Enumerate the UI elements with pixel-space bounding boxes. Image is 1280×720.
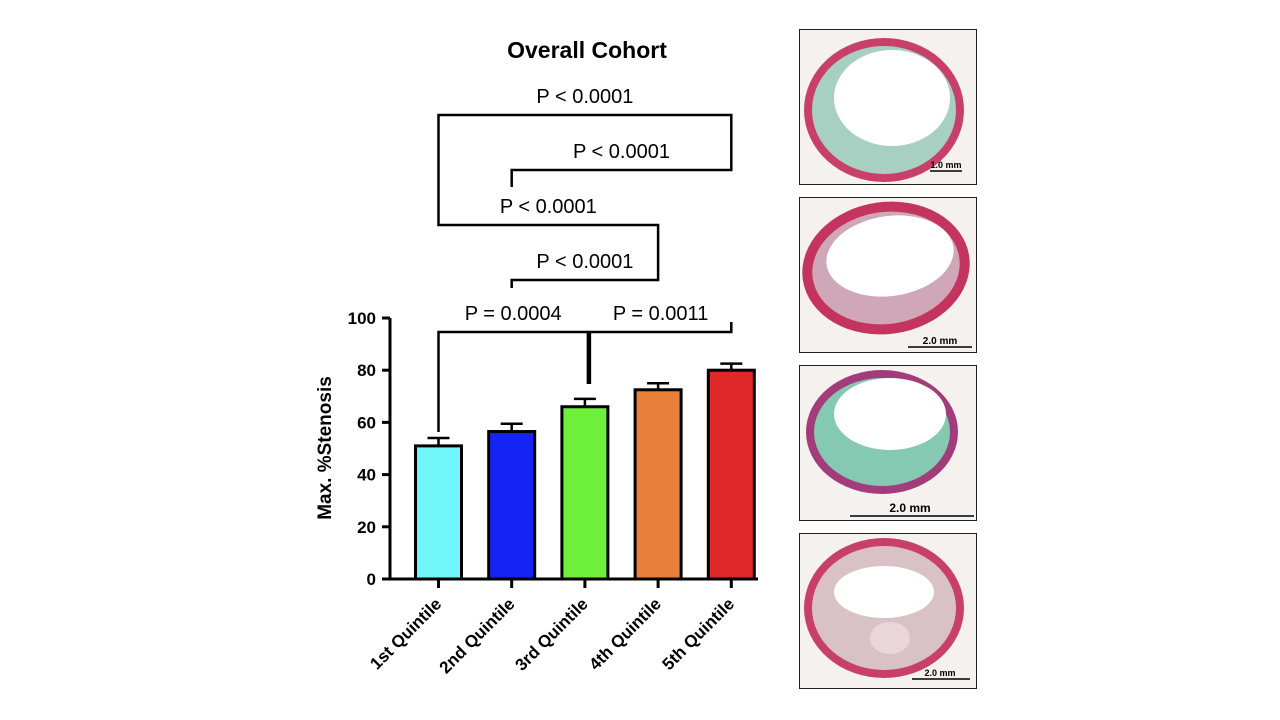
micrograph-panel-3: 2.0 mm xyxy=(799,365,977,521)
y-tick-label: 40 xyxy=(357,466,376,485)
comparison-bracket xyxy=(510,265,660,288)
artery-cross-section-4: 2.0 mm xyxy=(800,534,976,688)
scale-bar-label: 2.0 mm xyxy=(889,501,930,515)
comparison-bracket xyxy=(437,212,660,265)
comparison-bracket xyxy=(437,113,733,212)
p-value-label: P = 0.0004 xyxy=(465,303,562,325)
artery-cross-section-2: 2.0 mm xyxy=(800,198,976,352)
scale-bar-label: 2.0 mm xyxy=(924,668,955,678)
axes: 0 20 40 60 80 100 xyxy=(348,309,758,589)
artery-cross-section-1: 1.0 mm xyxy=(800,30,976,184)
p-value-label: P < 0.0001 xyxy=(536,251,633,273)
p-value-label: P < 0.0001 xyxy=(573,141,670,163)
comparison-bracket xyxy=(588,322,733,384)
y-tick-label: 60 xyxy=(357,413,376,432)
y-tick-label: 20 xyxy=(357,518,376,537)
comparison-bracket xyxy=(437,330,590,432)
scale-bar-label: 2.0 mm xyxy=(923,336,958,347)
chart-title: Overall Cohort xyxy=(507,37,667,63)
x-tick-label: 3rd Quintile xyxy=(511,594,591,674)
significance-brackets: P < 0.0001 P < 0.0001 P < 0.0001 P < 0.0001… xyxy=(437,86,733,432)
scale-bar-label: 1.0 mm xyxy=(930,160,961,170)
bar-1 xyxy=(414,444,463,581)
x-tick-label: 2nd Quintile xyxy=(436,594,519,677)
x-tick-label: 1st Quintile xyxy=(366,594,445,673)
micrograph-panel-2: 2.0 mm xyxy=(799,197,977,353)
y-axis-label: Max. %Stenosis xyxy=(315,376,336,520)
p-value-label: P < 0.0001 xyxy=(536,86,633,108)
bars xyxy=(414,362,756,581)
p-value-label: P = 0.0011 xyxy=(613,303,708,325)
micrograph-panel-4: 2.0 mm xyxy=(799,533,977,689)
bar-4 xyxy=(633,388,683,581)
y-tick-label: 100 xyxy=(348,309,376,328)
bar-3 xyxy=(560,405,610,581)
micrograph-panel-1: 1.0 mm xyxy=(799,29,977,185)
bar-5 xyxy=(706,368,756,581)
comparison-bracket xyxy=(510,155,733,187)
x-tick-label: 4th Quintile xyxy=(585,594,665,674)
artery-cross-section-3: 2.0 mm xyxy=(800,366,976,520)
x-tick-label: 5th Quintile xyxy=(659,594,739,674)
y-tick-label: 80 xyxy=(357,361,376,380)
bar-2 xyxy=(487,430,537,581)
p-value-label: P < 0.0001 xyxy=(500,196,597,218)
y-tick-label: 0 xyxy=(367,570,376,589)
